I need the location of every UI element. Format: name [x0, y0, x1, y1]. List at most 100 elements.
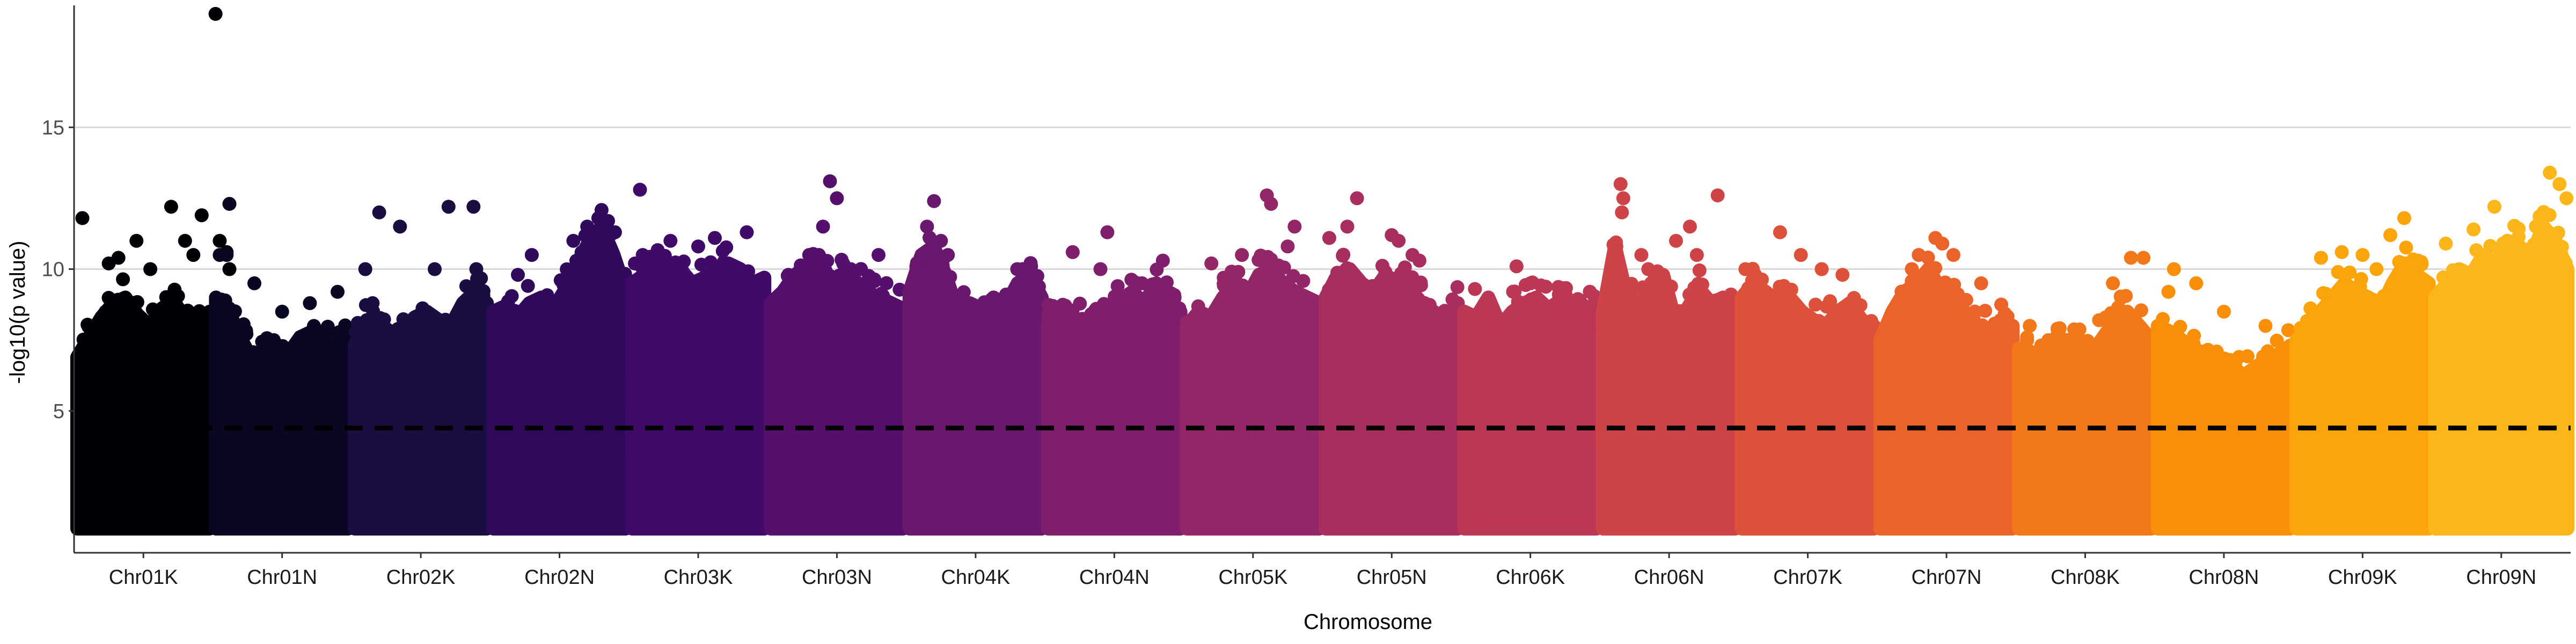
snp-point	[2399, 240, 2413, 255]
snp-point	[1978, 304, 1992, 318]
chromosome-band-chr04k	[902, 194, 1049, 536]
snp-point	[2542, 208, 2557, 222]
snp-peak-point	[2397, 211, 2411, 225]
snp-point	[1951, 287, 1965, 302]
x-axis-ticks: Chr01K Chr01N Chr02K Chr02N Chr03K Chr03N Chr0…	[109, 553, 2536, 589]
snp-peak-point	[466, 200, 481, 214]
snp-point	[1507, 284, 1522, 299]
snp-peak-point	[2411, 253, 2425, 268]
snp-peak-point	[781, 268, 795, 282]
snp-peak-point	[633, 182, 647, 197]
snp-peak-point	[2216, 304, 2231, 319]
snp-point	[1567, 311, 1582, 326]
snp-point	[1975, 318, 1989, 333]
snp-peak-point	[1616, 191, 1630, 206]
snp-peak-point	[823, 174, 837, 188]
snp-peak-point	[2529, 219, 2543, 234]
x-tick-label-chr08n: Chr08N	[2189, 566, 2259, 589]
snp-peak-point	[1350, 191, 1364, 206]
snp-peak-point	[1814, 262, 1829, 276]
snp-peak-point	[872, 248, 885, 262]
snp-peak-point	[1773, 225, 1787, 239]
snp-peak-point	[194, 208, 209, 223]
snp-peak-point	[2106, 276, 2120, 290]
snp-peak-point	[1669, 233, 1683, 248]
snp-point	[2080, 334, 2095, 348]
chromosome-band-chr07n	[1873, 231, 2020, 536]
snp-point	[832, 268, 846, 283]
snp-peak-point	[2467, 222, 2481, 237]
snp-point	[1160, 275, 1174, 290]
snp-peak-point	[428, 262, 442, 276]
snp-peak-point	[1905, 262, 1919, 276]
snp-point	[879, 276, 894, 290]
snp-point	[2119, 289, 2133, 303]
snp-point	[476, 284, 491, 298]
snp-point	[2354, 272, 2368, 286]
snp-peak-point	[1280, 239, 1295, 254]
snp-point	[1261, 250, 1275, 264]
snp-point	[544, 298, 559, 312]
snp-point	[2303, 301, 2318, 316]
snp-peak-point	[1946, 248, 1960, 262]
snp-point	[1708, 294, 1722, 308]
chromosome-band-chr03n	[764, 174, 910, 536]
snp-point	[1746, 280, 1760, 295]
snp-point	[2217, 352, 2231, 366]
y-tick-label: 15	[42, 116, 64, 139]
snp-point	[1375, 259, 1389, 273]
snp-point	[2270, 333, 2284, 348]
x-tick-label-chr02k: Chr02K	[386, 566, 456, 589]
snp-point	[1823, 294, 1837, 309]
snp-peak-point	[2161, 284, 2176, 299]
snp-peak-point	[303, 296, 317, 310]
snp-point	[167, 282, 182, 297]
snp-peak-point	[1634, 248, 1649, 262]
snp-point	[2029, 347, 2044, 362]
snp-point	[1720, 297, 1735, 311]
snp-point	[923, 230, 936, 245]
snp-point	[1527, 294, 1541, 309]
snp-point	[306, 319, 321, 333]
snp-peak-point	[1235, 248, 1249, 262]
x-tick-label-chr03n: Chr03N	[802, 566, 872, 589]
snp-peak-point	[1204, 256, 1219, 270]
snp-point	[2463, 268, 2478, 282]
snp-point	[704, 255, 718, 269]
snp-point	[820, 254, 835, 268]
snp-peak-point	[186, 248, 201, 262]
chromosome-band-chr05n	[1319, 191, 1465, 536]
snp-peak-point	[1093, 262, 1108, 276]
snp-point	[1328, 272, 1342, 287]
snp-peak-point	[1974, 276, 1988, 290]
snp-point	[1624, 276, 1639, 291]
snp-point	[909, 258, 924, 273]
snp-peak-point	[816, 219, 830, 234]
snp-point	[239, 324, 253, 338]
snp-peak-point	[2543, 165, 2557, 180]
snp-peak-point	[802, 248, 816, 262]
snp-point	[1773, 280, 1787, 294]
snp-point	[2256, 349, 2270, 364]
snp-peak-point	[1392, 233, 1406, 248]
snp-point	[2281, 323, 2295, 338]
snp-point	[2491, 256, 2506, 270]
snp-peak-point	[1710, 188, 1725, 203]
snp-peak-point	[2167, 262, 2181, 276]
snp-point	[571, 260, 585, 274]
snp-peak-point	[2369, 262, 2384, 276]
snp-peak-point	[1613, 177, 1628, 191]
snp-peak-point	[1912, 248, 1926, 262]
snp-point	[873, 288, 888, 302]
snp-point	[849, 280, 863, 295]
snp-point	[526, 295, 540, 309]
snp-point	[1476, 302, 1490, 316]
snp-peak-point	[2355, 248, 2370, 262]
snp-peak-point	[1468, 282, 1482, 296]
dense-points-area	[1319, 262, 1465, 536]
chromosome-band-chr08k	[2012, 251, 2158, 536]
snp-point	[98, 304, 113, 319]
snp-point	[1392, 279, 1406, 294]
chromosome-band-chr09n	[2428, 165, 2574, 536]
snp-peak-point	[708, 231, 722, 245]
